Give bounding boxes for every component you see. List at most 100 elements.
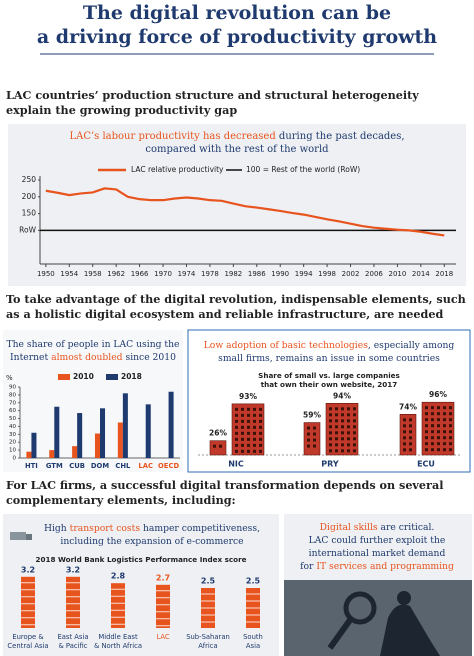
- caption-line: including the expansion of e-commerce: [60, 536, 243, 547]
- caption-segment: High: [44, 523, 70, 534]
- building-window: [253, 437, 256, 441]
- building-window: [443, 436, 446, 440]
- building-window: [431, 448, 434, 452]
- building-window: [235, 425, 238, 429]
- value-label: 2.5: [246, 577, 261, 586]
- building-window: [425, 424, 428, 428]
- building-window: [241, 407, 244, 411]
- building-window: [253, 449, 256, 453]
- x-tick-label: 2014: [412, 270, 430, 278]
- building-window: [409, 442, 412, 446]
- x-tick-label: HTI: [25, 462, 38, 470]
- x-tick-label: CHL: [115, 462, 131, 470]
- building-window: [241, 449, 244, 453]
- section-heading: explain the growing productivity gap: [6, 103, 237, 117]
- building-window: [235, 443, 238, 447]
- building-window: [241, 437, 244, 441]
- building-window: [235, 449, 238, 453]
- building-window: [259, 407, 262, 411]
- category-label: & North Africa: [94, 642, 142, 650]
- building: [399, 413, 417, 456]
- panel: [284, 514, 472, 580]
- x-tick-label: 1982: [224, 270, 242, 278]
- x-tick-label: OECD: [158, 462, 179, 470]
- caption-segment: , especially among: [368, 340, 454, 351]
- category-label: LAC: [156, 633, 169, 641]
- y-tick-label: 80: [9, 392, 16, 398]
- caption-line: Digital skills are critical.: [320, 522, 435, 533]
- building-window: [425, 442, 428, 446]
- category-label: NIC: [228, 460, 244, 469]
- building-window: [235, 437, 238, 441]
- building-window: [219, 444, 222, 448]
- building-window: [443, 412, 446, 416]
- category-label: Africa: [198, 642, 217, 650]
- caption-segment: Low adoption of basic technologies: [204, 340, 368, 351]
- building: [209, 440, 227, 456]
- building-window: [403, 448, 406, 452]
- caption-segment: IT services and programming: [316, 561, 454, 572]
- building-window: [353, 425, 356, 429]
- x-tick-label: 1998: [318, 270, 336, 278]
- caption-segment: hamper competitiveness,: [140, 523, 260, 534]
- bar: [77, 413, 83, 458]
- value-label: 3.2: [66, 565, 80, 574]
- photo-magnifier: [343, 591, 377, 625]
- x-tick-label: 2010: [388, 270, 406, 278]
- building-window: [253, 425, 256, 429]
- building-window: [437, 436, 440, 440]
- caption-segment: during the past decades,: [276, 131, 405, 142]
- category-label: Asia: [246, 642, 260, 650]
- x-tick-label: 2002: [342, 270, 360, 278]
- building-window: [241, 419, 244, 423]
- building-window: [329, 413, 332, 417]
- bar: [168, 391, 174, 458]
- container-stack: [66, 576, 80, 628]
- building-window: [425, 448, 428, 452]
- section-heading: as a holistic digital ecosystem and reli…: [6, 307, 443, 321]
- photo: [284, 580, 472, 656]
- building-window: [235, 407, 238, 411]
- caption-segment: since 2010: [123, 352, 177, 363]
- building-window: [431, 418, 434, 422]
- truck-icon: [26, 534, 32, 540]
- y-tick-label: 40: [9, 424, 16, 430]
- building-window: [449, 448, 452, 452]
- building-window: [313, 432, 316, 436]
- building-window: [353, 431, 356, 435]
- photo-figure: [397, 591, 411, 605]
- x-tick-label: 1962: [107, 270, 125, 278]
- y-tick-label: 50: [9, 416, 16, 422]
- building-window: [329, 419, 332, 423]
- building-window: [329, 425, 332, 429]
- building-window: [449, 424, 452, 428]
- building-window: [253, 407, 256, 411]
- building-window: [235, 419, 238, 423]
- caption-segment: Digital skills: [320, 522, 378, 533]
- building-window: [241, 431, 244, 435]
- building-window: [347, 437, 350, 441]
- building-window: [259, 413, 262, 417]
- building-window: [247, 419, 250, 423]
- building-window: [353, 443, 356, 447]
- value-label: 96%: [429, 390, 447, 399]
- x-tick-label: 1978: [201, 270, 219, 278]
- value-label: 2.5: [201, 577, 216, 586]
- building-window: [437, 418, 440, 422]
- building-window: [313, 444, 316, 448]
- caption-line: Low adoption of basic technologies, espe…: [204, 340, 455, 351]
- building-window: [341, 425, 344, 429]
- building-window: [253, 413, 256, 417]
- y-tick-label: 70: [9, 400, 16, 406]
- building-window: [335, 443, 338, 447]
- building-window: [313, 438, 316, 442]
- building-window: [259, 419, 262, 423]
- page-title: The digital revolution can be: [83, 2, 391, 24]
- building-window: [329, 443, 332, 447]
- value-label: 2.8: [111, 572, 126, 581]
- y-axis-label: %: [6, 374, 13, 382]
- container-stack: [21, 576, 35, 628]
- building-window: [247, 413, 250, 417]
- caption-segment: are critical.: [378, 522, 435, 533]
